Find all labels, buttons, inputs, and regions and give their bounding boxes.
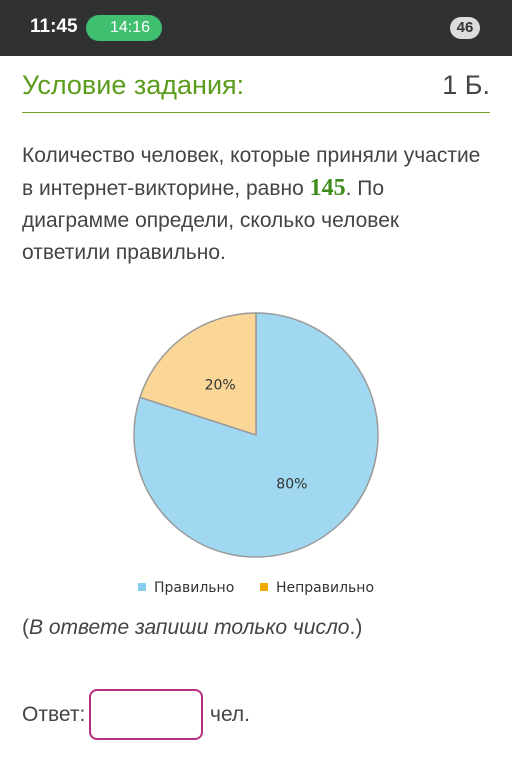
slice-label: 80% [276,476,307,492]
question-text: Количество человек, которые приняли учас… [22,144,481,200]
legend-marker [260,583,268,591]
status-bar: 11:45 14:16 46 [0,0,512,56]
answer-label: Ответ: [22,703,86,726]
note-text: .) [349,616,363,639]
answer-input[interactable] [89,689,203,740]
battery: 46 [450,17,480,39]
legend-marker [138,583,146,591]
note-text: ( [22,616,29,639]
legend-label: Неправильно [276,580,374,596]
legend-label: Правильно [154,580,234,596]
question-text: . По диаграмме определи, сколько человек… [22,177,400,264]
question: Количество человек, которые приняли учас… [22,140,492,269]
points: 1 Б. [442,70,490,100]
answer-unit: чел. [210,703,251,726]
chart: 80% 20% Правильно Неправильно [133,312,379,596]
slice-label: 20% [205,378,236,394]
time: 11:45 [30,16,78,37]
question-number: 145 [309,175,346,201]
note: (В ответе запиши только число.) [22,616,362,640]
call-chip[interactable]: 14:16 [86,15,162,41]
note-text: В ответе запиши только число [29,616,350,639]
header-title: Условие задания: [22,70,245,100]
divider [22,112,490,113]
pie-slice [139,312,257,437]
